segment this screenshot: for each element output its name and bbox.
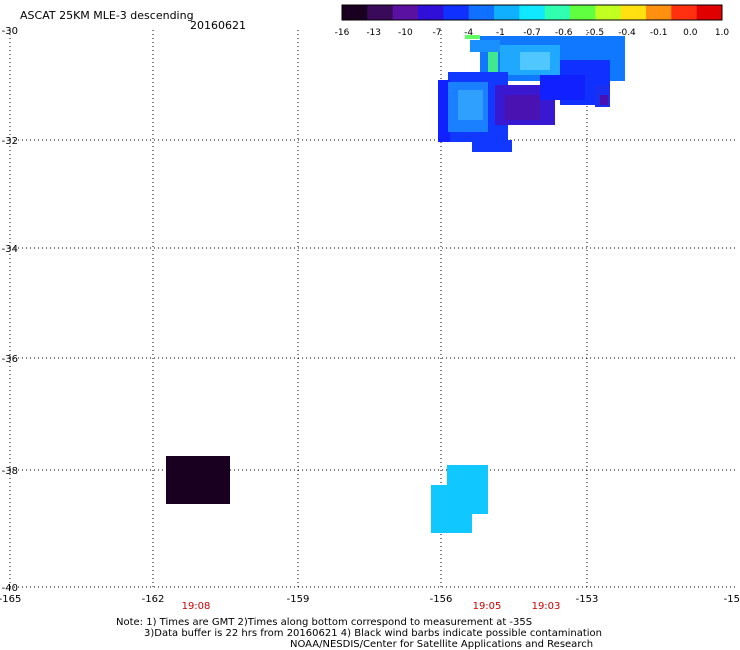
- colorbar-segment: [392, 5, 419, 20]
- colorbar-segment: [367, 5, 394, 20]
- colorbar-segment: [468, 5, 495, 20]
- y-axis-labels: -30 -32 -34 -36 -38 -40: [2, 26, 18, 594]
- colorbar-tick-label: -13: [366, 28, 381, 38]
- time-labels: 19:08 19:05 19:03: [182, 601, 561, 612]
- colorbar-tick-label: -0.7: [523, 28, 541, 38]
- colorbar-segment: [494, 5, 520, 20]
- swath-cell: [431, 485, 472, 533]
- colorbar-tick-label: -1: [496, 28, 505, 38]
- colorbar-tick-label: 1.0: [715, 28, 730, 38]
- colorbar-segment: [342, 5, 368, 20]
- colorbar-tick-label: -0.1: [650, 28, 668, 38]
- swath-cell: [472, 140, 512, 152]
- colorbar-segment: [443, 5, 470, 20]
- colorbar-tick-label: -0.5: [587, 28, 605, 38]
- y-axis-label: -38: [2, 466, 18, 477]
- y-axis-label: -36: [2, 354, 18, 365]
- note-line-1: Note: 1) Times are GMT 2)Times along bot…: [116, 617, 532, 628]
- map-frame: [9, 30, 735, 588]
- colorbar-segment: [646, 5, 672, 20]
- swath-cell: [488, 52, 498, 74]
- swath-cell: [458, 90, 483, 120]
- colorbar-tick-label: -0.6: [555, 28, 573, 38]
- data-swaths: [166, 35, 625, 533]
- colorbar-segment: [671, 5, 698, 20]
- y-axis-label: -34: [2, 244, 18, 255]
- x-axis-label: -162: [142, 594, 165, 605]
- swath-cell: [438, 80, 450, 142]
- time-label: 19:08: [182, 601, 211, 612]
- colorbar-tick-label: -0.4: [618, 28, 636, 38]
- swath-cell: [465, 35, 480, 39]
- y-axis-label: -32: [2, 136, 18, 147]
- plot-date: 20160621: [190, 19, 246, 32]
- colorbar-segment: [595, 5, 622, 20]
- swath-cell: [540, 75, 585, 100]
- colorbar-tick-label: -4: [464, 28, 473, 38]
- colorbar-segment: [544, 5, 571, 20]
- note-line-2: 3)Data buffer is 22 hrs from 20160621 4)…: [144, 628, 602, 639]
- colorbar-segment: [620, 5, 647, 20]
- plot-title: ASCAT 25KM MLE-3 descending: [20, 9, 194, 22]
- swath-cell: [600, 95, 608, 105]
- colorbar-tick-label: -10: [398, 28, 413, 38]
- colorbar-tick-label: 0.0: [683, 28, 698, 38]
- colorbar-tick-label: -7: [433, 28, 442, 38]
- time-label: 19:03: [532, 601, 561, 612]
- colorbar-segment: [696, 5, 723, 20]
- x-axis-label: -156: [430, 594, 453, 605]
- colorbar-segment: [418, 5, 444, 20]
- time-label: 19:05: [473, 601, 502, 612]
- x-axis-labels: -165 -162 -159 -156 -153 -150: [0, 594, 740, 605]
- colorbar-border: [341, 4, 723, 21]
- swath-cell: [520, 52, 550, 70]
- x-axis-label: -159: [287, 594, 310, 605]
- note-line-3: NOAA/NESDIS/Center for Satellite Applica…: [290, 639, 593, 650]
- colorbar: [341, 4, 723, 21]
- swath-cell: [166, 456, 230, 504]
- y-axis-label: -30: [2, 26, 18, 37]
- x-axis-label: -150: [724, 594, 740, 605]
- swath-cell: [470, 40, 500, 52]
- x-axis-label: -153: [576, 594, 599, 605]
- colorbar-tick-label: -16: [335, 28, 350, 38]
- colorbar-tick-labels: -16 -13 -10 -7 -4 -1 -0.7 -0.6 -0.5 -0.4 -0.1 0.0 1.…: [335, 28, 730, 38]
- colorbar-segment: [519, 5, 546, 20]
- swath-cell: [505, 95, 540, 120]
- y-axis-label: -40: [2, 583, 18, 594]
- x-axis-label: -165: [0, 594, 21, 605]
- grid-lines: [10, 30, 735, 587]
- colorbar-segment: [570, 5, 596, 20]
